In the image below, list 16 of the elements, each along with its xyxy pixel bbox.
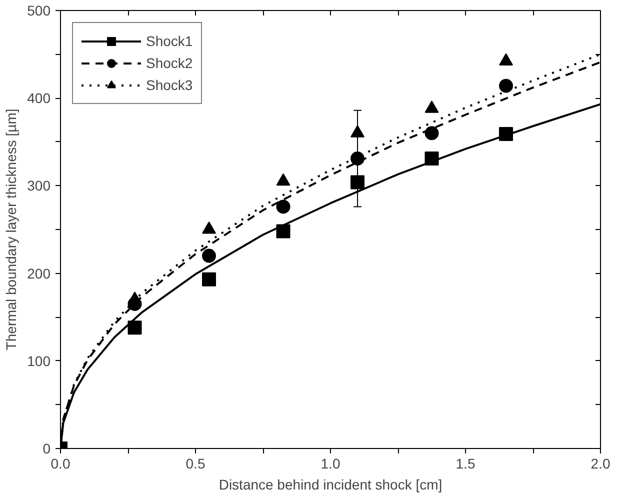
legend-label: Shock1 [146,33,193,49]
x-tick-label: 1.5 [456,456,476,472]
x-tick-label: 1.0 [320,456,340,472]
legend-label: Shock3 [146,77,193,93]
y-tick-label: 400 [27,90,51,106]
x-axis-title: Distance behind incident shock [cm] [218,476,442,492]
x-tick-label: 0.0 [50,456,70,472]
y-tick-label: 0 [42,440,51,456]
x-tick-label: 0.5 [186,456,206,472]
y-tick-label: 200 [27,265,51,282]
y-axis-title: Thermal boundary layer thickness [µm] [3,108,20,350]
x-tick-label: 2.0 [590,456,610,472]
y-tick-label: 100 [27,352,51,369]
y-tick-label: 300 [27,178,51,194]
y-tick-label: 500 [27,2,51,18]
legend-label: Shock2 [146,55,193,71]
